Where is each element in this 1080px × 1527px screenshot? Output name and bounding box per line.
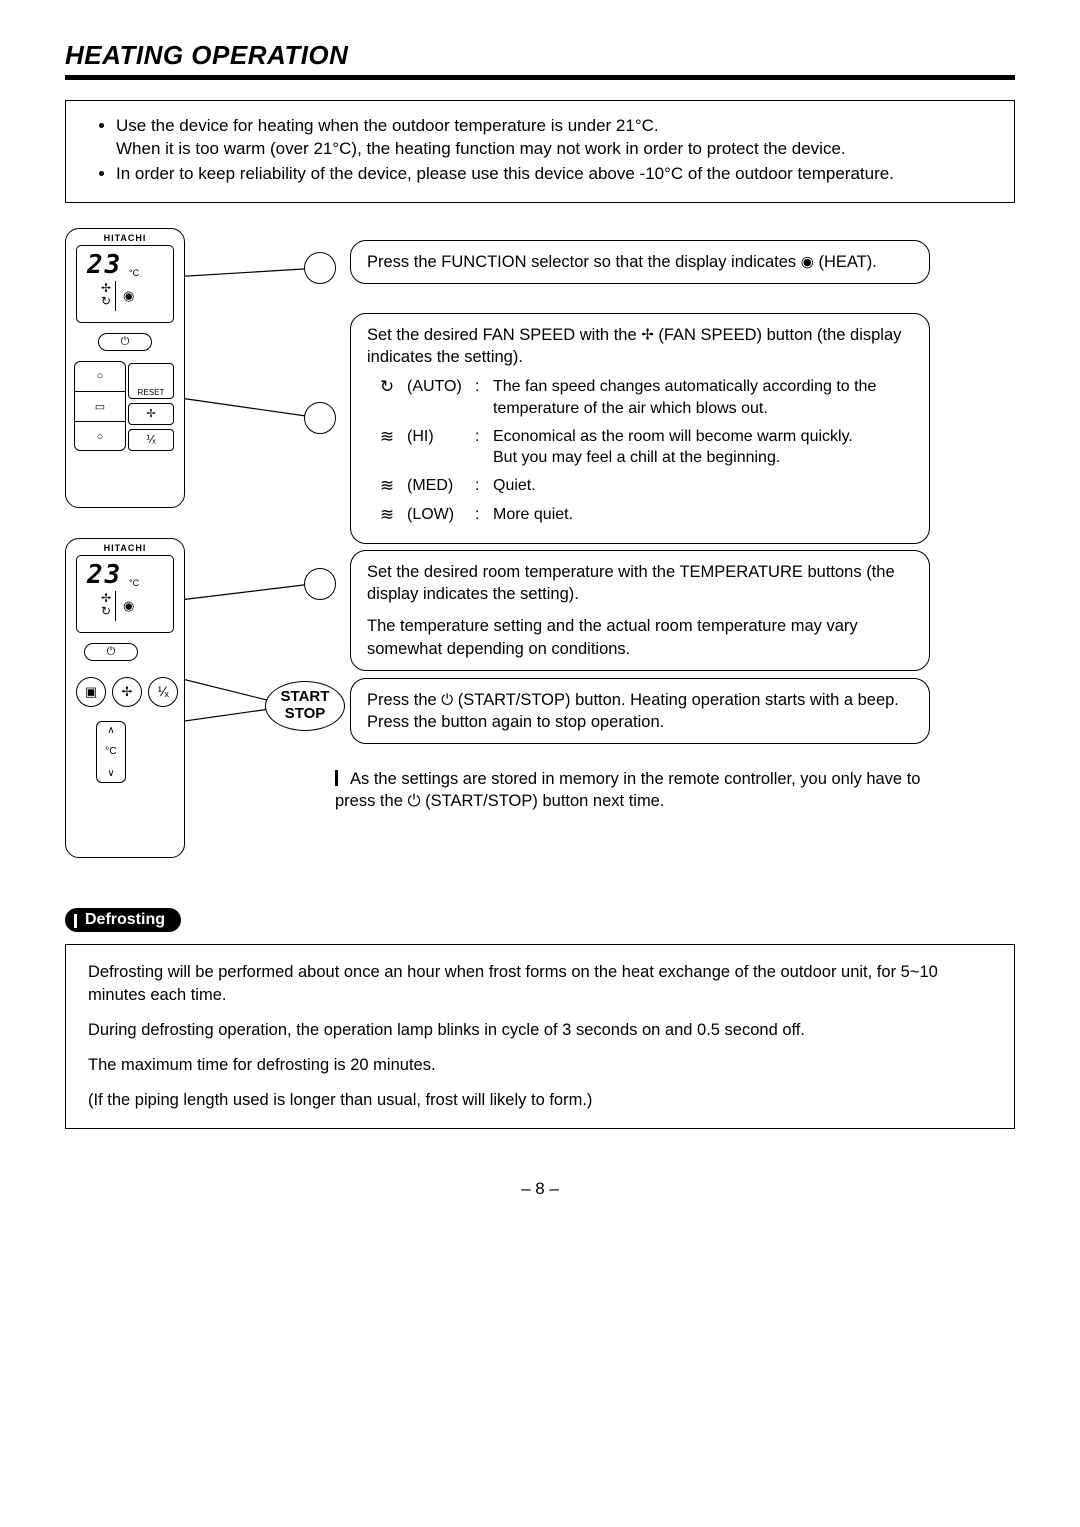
defrost-pill: Defrosting [65,908,181,932]
fan-hi-desc: Economical as the room will become warm … [493,426,913,469]
remote-panel-a: ○ ▭ ○ RESET ✢ ⅟ₓ [74,361,176,469]
temperature-rocker[interactable]: ∧ °C ∨ [96,721,126,783]
temp-down-icon: ∨ [97,768,125,779]
fan-hi-icon: ≋ [367,426,407,469]
heat-icon-2: ◉ [123,598,134,614]
power-icon: ⏻ [121,335,130,348]
fan-row-hi: ≋ (HI) : Economical as the room will bec… [367,426,913,469]
temp-up-icon: ∧ [97,725,125,736]
step-2-callout: Set the desired FAN SPEED with the ✢ (FA… [350,313,930,544]
defrost-p3: The maximum time for defrosting is 20 mi… [88,1054,992,1077]
shortcut-2[interactable]: ▭ [75,392,125,422]
remote-bottom: HITACHI 23 °C ✢ ↻ ◉ ⏻ ▣ ✢ ⅟ₓ ∧ °C ∨ [65,538,185,858]
circ-button-1[interactable]: ▣ [76,677,106,707]
auto-icon: ↻ [101,294,111,308]
step-1-pre: Press the FUNCTION selector so that the … [367,253,801,271]
remote-lcd-2: 23 °C ✢ ↻ ◉ [76,555,174,633]
title-rule [65,75,1015,80]
fan-icon-2: ✢ [101,591,111,605]
start-stop-marker: START STOP [265,681,345,731]
step-3-p2: The temperature setting and the actual r… [367,615,913,660]
lcd-divider-2 [115,591,116,621]
remote-panel-b: ▣ ✢ ⅟ₓ ∧ °C ∨ [74,671,176,821]
lcd-temp: 23 [87,250,122,280]
fan-med-icon: ≋ [367,475,407,498]
fan-med-label: (MED) [407,475,475,498]
step-3-marker [304,568,336,600]
notice-box: Use the device for heating when the outd… [65,100,1015,203]
step-2-pre: Set the desired FAN SPEED with the [367,326,641,344]
defrost-section: Defrosting Defrosting will be performed … [65,908,1015,1129]
circ-button-fan[interactable]: ✢ [112,677,142,707]
page-title: HEATING OPERATION [65,40,1015,71]
fan-row-med: ≋ (MED) : Quiet. [367,475,913,498]
start-label: START [281,689,330,706]
circ-button-3[interactable]: ⅟ₓ [148,677,178,707]
fan-speed-button[interactable]: ✢ [128,403,174,425]
mini-button-2[interactable]: ⅟ₓ [128,429,174,451]
remote-top: HITACHI 23 °C ✢ ↻ ◉ ⏻ ○ ▭ ○ RESET [65,228,185,508]
shortcut-1[interactable]: ○ [75,362,125,392]
remote-lcd: 23 °C ✢ ↻ ◉ [76,245,174,323]
shortcut-column: ○ ▭ ○ [74,361,126,451]
temp-unit-label: °C [97,746,125,757]
step-1-post: (HEAT). [814,253,877,271]
fan-auto-desc: The fan speed changes automatically acco… [493,376,913,419]
diagram: HITACHI 23 °C ✢ ↻ ◉ ⏻ ○ ▭ ○ RESET [65,228,1015,858]
fan-hi-label: (HI) [407,426,475,469]
fan-low-desc: More quiet. [493,504,913,527]
defrost-box: Defrosting will be performed about once … [65,944,1015,1129]
fan-auto-icon: ↻ [367,376,407,419]
step-3-p1: Set the desired room temperature with th… [367,561,913,606]
page: HEATING OPERATION Use the device for hea… [0,0,1080,1244]
auto-icon-2: ↻ [101,604,111,618]
fan-auto-label: (AUTO) [407,376,475,419]
colon: : [475,475,493,498]
remote-brand-2: HITACHI [66,539,184,553]
fan-row-auto: ↻ (AUTO) : The fan speed changes automat… [367,376,913,419]
reset-cluster[interactable]: RESET [128,363,174,399]
fan-low-label: (LOW) [407,504,475,527]
note-bar-icon [335,770,338,786]
defrost-p2: During defrosting operation, the operati… [88,1019,992,1042]
memory-post: (START/STOP) button next time. [421,792,665,810]
defrost-p4: (If the piping length used is longer tha… [88,1089,992,1112]
heat-inline-icon: ◉ [801,253,814,270]
step-3-callout: Set the desired room temperature with th… [350,550,930,671]
fan-speed-table: ↻ (AUTO) : The fan speed changes automat… [367,376,913,526]
lcd-unit: °C [129,268,139,278]
notice-item-2: In order to keep reliability of the devi… [116,163,992,186]
colon: : [475,504,493,527]
defrost-p1: Defrosting will be performed about once … [88,961,992,1007]
notice-item-1: Use the device for heating when the outd… [116,115,992,161]
lcd-unit-2: °C [129,578,139,588]
start-stop-button[interactable]: ⏻ [98,333,152,351]
memory-note: As the settings are stored in memory in … [335,768,930,813]
shortcut-3[interactable]: ○ [75,422,125,452]
step-1-callout: Press the FUNCTION selector so that the … [350,240,930,284]
colon: : [475,426,493,469]
fan-med-desc: Quiet. [493,475,913,498]
stop-label: STOP [281,706,330,723]
power-inline-icon-2: ⏻ [407,792,420,810]
step-4-pre: Press the [367,691,441,709]
power-inline-icon: ⏻ [441,691,453,708]
fan-icon: ✢ [101,281,111,295]
colon: : [475,376,493,419]
lcd-temp-2: 23 [87,560,122,590]
step-4-callout: Press the ⏻ (START/STOP) button. Heating… [350,678,930,745]
step-1-marker [304,252,336,284]
fan-low-icon: ≋ [367,504,407,527]
start-stop-button-2[interactable]: ⏻ [84,643,138,661]
power-icon-2: ⏻ [107,645,116,658]
fan-inline-icon: ✢ [641,326,654,343]
fan-row-low: ≋ (LOW) : More quiet. [367,504,913,527]
remote-brand: HITACHI [66,229,184,243]
step-2-marker [304,402,336,434]
heat-icon: ◉ [123,288,134,304]
lcd-divider [115,281,116,311]
page-number: – 8 – [65,1179,1015,1199]
